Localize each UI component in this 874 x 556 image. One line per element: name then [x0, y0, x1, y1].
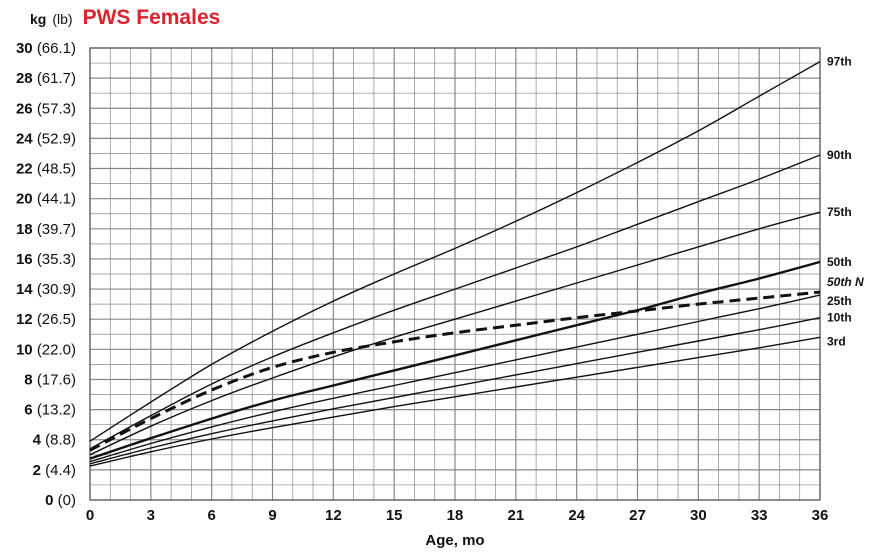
x-tick-label: 9 [268, 507, 276, 524]
y-tick-label: 30 (66.1) [16, 40, 76, 57]
x-tick-label: 30 [690, 507, 707, 524]
x-tick-label: 24 [568, 507, 585, 524]
y-tick-label: 22 (48.5) [16, 161, 76, 178]
y-tick-label: 26 (57.3) [16, 100, 76, 117]
series-line-10th [89, 317, 821, 465]
y-tick-label: 0 (0) [45, 492, 76, 509]
x-tick-label: 12 [325, 507, 342, 524]
y-tick-label: 28 (61.7) [16, 70, 76, 87]
y-tick-label: 24 (52.9) [16, 130, 76, 147]
series-line-50th-n [89, 290, 821, 452]
x-tick-label: 15 [386, 507, 403, 524]
percentile-label-25th: 25th [827, 294, 852, 308]
x-tick-label: 18 [447, 507, 464, 524]
y-tick-label: 18 (39.7) [16, 221, 76, 238]
y-tick-label: 12 (26.5) [16, 311, 76, 328]
percentile-label-50th-n: 50th N [827, 275, 864, 289]
plot-frame [89, 47, 821, 501]
unit-lb-label: (lb) [52, 11, 73, 27]
percentile-label-75th: 75th [827, 205, 852, 219]
percentile-label-3rd: 3rd [827, 334, 846, 348]
x-axis-ticks: 0 3 6 9 12 15 18 21 24 27 30 33 36 [86, 507, 829, 524]
x-tick-label: 21 [507, 507, 524, 524]
x-tick-label: 3 [147, 507, 155, 524]
y-tick-label: 20 (44.1) [16, 191, 76, 208]
chart-series [89, 60, 821, 467]
y-tick-label: 4 (8.8) [33, 432, 76, 449]
series-line-25th [89, 294, 821, 463]
percentile-label-97th: 97th [827, 55, 852, 69]
y-tick-label: 14 (30.9) [16, 281, 76, 298]
series-line-90th [89, 154, 821, 450]
chart-header: kg (lb) PWS Females [30, 6, 220, 36]
percentile-label-90th: 90th [827, 148, 852, 162]
y-axis-ticks: 0 (0) 2 (4.4) 4 (8.8) 6 (13.2) 8 (17.6) 10 (2… [16, 40, 76, 509]
y-tick-label: 6 (13.2) [24, 402, 76, 419]
series-line-97th [89, 60, 821, 442]
x-tick-label: 0 [86, 507, 94, 524]
y-tick-label: 10 (22.0) [16, 341, 76, 358]
y-tick-label: 16 (35.3) [16, 251, 76, 268]
series-line-3rd [89, 336, 821, 467]
chart-title: PWS Females [82, 6, 221, 29]
series-line-50th [89, 260, 821, 460]
unit-kg-label: kg [30, 11, 47, 27]
x-tick-label: 6 [207, 507, 215, 524]
series-line-75th [89, 211, 821, 456]
x-axis-label: Age, mo [425, 532, 484, 549]
percentile-label-50th: 50th [827, 255, 852, 269]
x-tick-label: 27 [629, 507, 646, 524]
y-tick-label: 2 (4.4) [33, 462, 76, 479]
x-tick-label: 33 [751, 507, 768, 524]
percentile-labels: 97th 90th 75th 50th 25th 10th 3rd 50th N [827, 55, 864, 349]
x-tick-label: 36 [812, 507, 829, 524]
chart-grid [89, 47, 821, 501]
percentile-label-10th: 10th [827, 311, 852, 325]
y-tick-label: 8 (17.6) [24, 371, 76, 388]
